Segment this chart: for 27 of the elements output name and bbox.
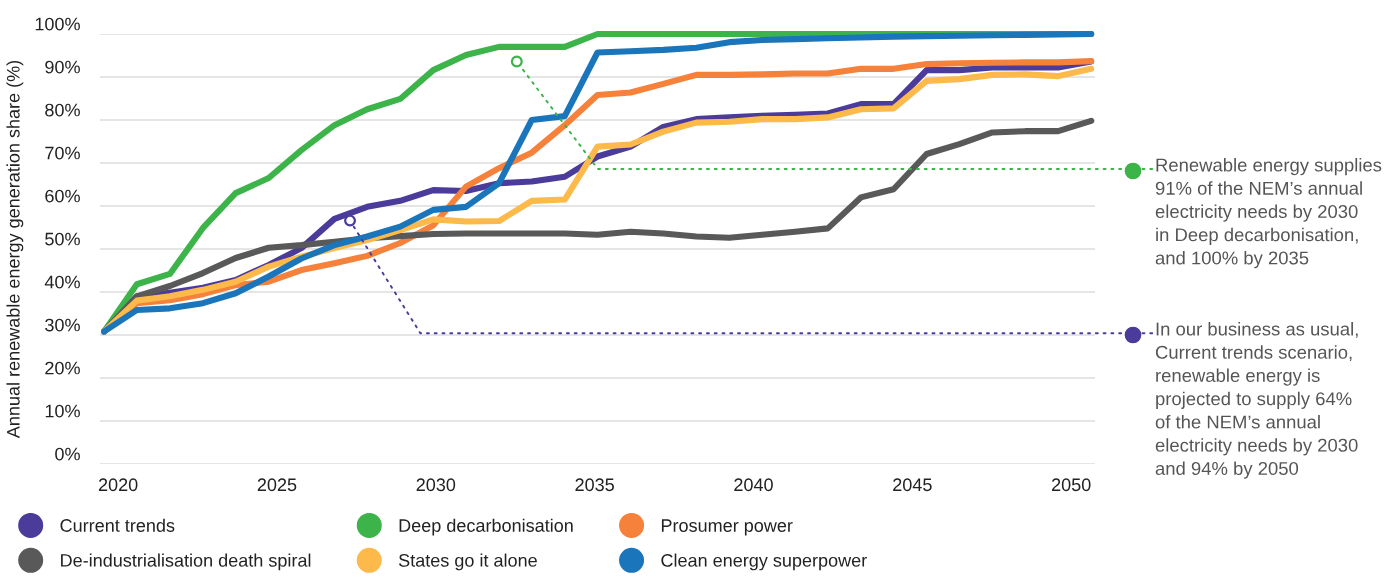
legend-label: Deep decarbonisation [399, 518, 573, 536]
legend-label: Current trends [60, 518, 175, 532]
legend-label: Clean energy superpower [661, 553, 867, 571]
y-tick-label: 10% [45, 404, 80, 418]
y-tick-label: 20% [45, 361, 80, 375]
y-tick-label: 60% [45, 189, 80, 203]
y-tick-label: 80% [45, 103, 80, 117]
y-tick-label: 70% [45, 146, 80, 160]
legend-label: States go it alone [398, 553, 537, 571]
y-tick-label: 40% [44, 275, 80, 289]
legend-label: Prosumer power [661, 519, 793, 536]
y-tick-label: 30% [45, 318, 80, 332]
x-tick-label: 2025 [257, 478, 297, 492]
y-tick-label: 0% [55, 447, 80, 461]
y-axis-title: Annual renewable energy generation share (%) [6, 60, 24, 439]
x-tick-label: 2040 [734, 478, 773, 492]
annotation: In our business as usual, Current trends scenario, renewable energy is projected to supply 64% of the NEM’s annual electricity needs by 2030 and 94% by 2050 [1155, 322, 1358, 479]
x-tick-label: 2030 [416, 478, 456, 492]
x-tick-label: 2020 [98, 478, 138, 492]
y-tick-label: 100% [35, 17, 80, 31]
y-tick-label: 50% [45, 232, 80, 246]
y-tick-label: 90% [45, 60, 80, 74]
annotation: Renewable energy supplies 91% of the NEM’s annual electricity needs by 2030 in Deep decarbonisation, and 100% by 2035 [1155, 158, 1382, 269]
legend-label: De-industrialisation death spiral [61, 553, 311, 571]
x-tick-label: 2045 [893, 478, 932, 492]
x-tick-label: 2035 [575, 478, 614, 492]
x-tick-label: 2050 [1052, 478, 1091, 492]
